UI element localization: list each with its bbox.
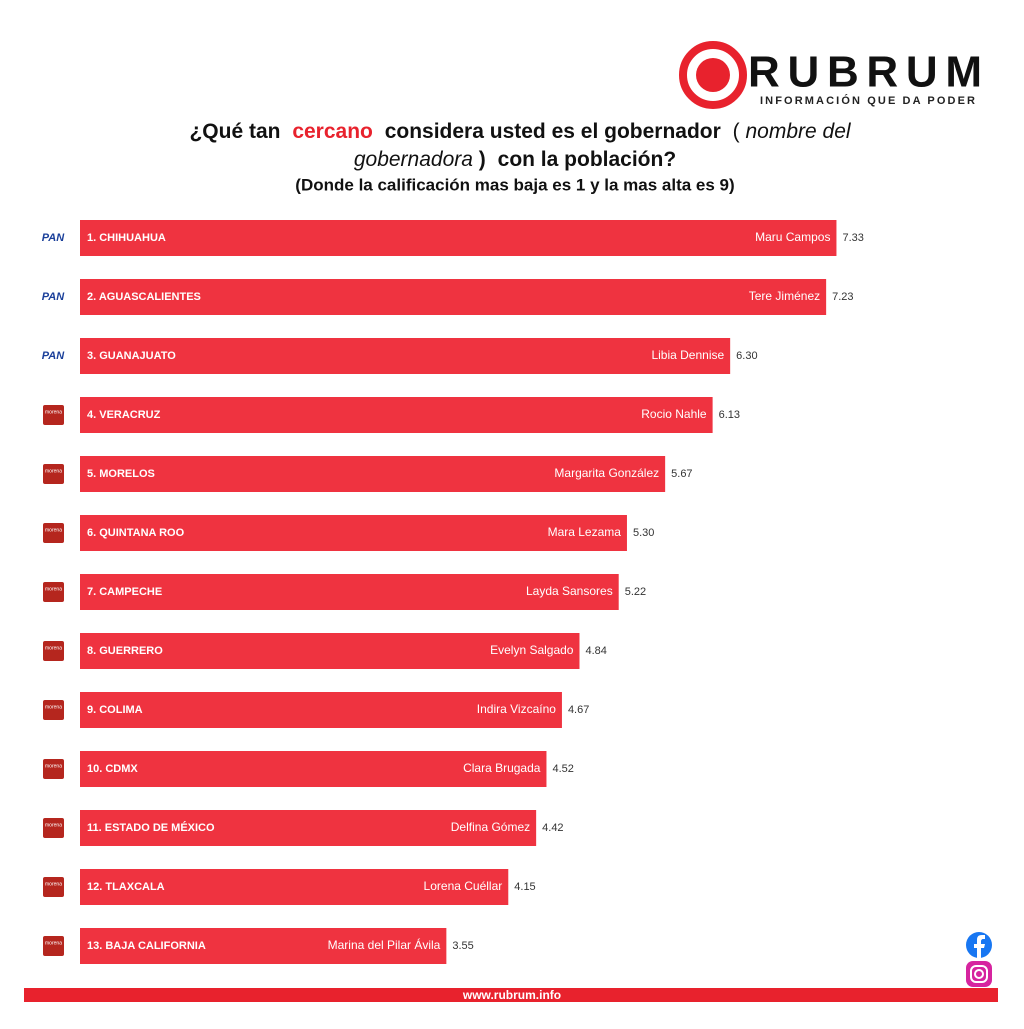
value-label: 4.52	[552, 763, 573, 775]
bar	[80, 810, 537, 846]
value-label: 4.15	[514, 881, 535, 893]
instagram-glyph	[974, 969, 984, 979]
title-part: considera usted es el gobernador	[385, 120, 721, 143]
bar	[80, 869, 509, 905]
value-label: 4.84	[585, 645, 606, 657]
value-label: 3.55	[452, 940, 473, 952]
plot: PAN 1. CHIHUAHUA Maru Campos 7.33 PAN 2. AGUA…	[42, 220, 864, 964]
bar	[80, 928, 447, 964]
bar	[80, 279, 827, 315]
party-logo-box	[43, 936, 64, 956]
category-label: 1. CHIHUAHUA	[87, 232, 166, 244]
value-label: 4.67	[568, 704, 589, 716]
title-part: con la población?	[498, 148, 677, 171]
governor-name: Clara Brugada	[463, 761, 541, 775]
party-logo-box	[43, 877, 64, 897]
category-label: 2. AGUASCALIENTES	[87, 291, 201, 303]
party-logo: morena	[45, 881, 62, 887]
party-logo: morena	[45, 527, 62, 533]
party-logo: PAN	[42, 350, 65, 362]
party-logo-box	[43, 759, 64, 779]
value-label: 5.67	[671, 468, 692, 480]
value-label: 4.42	[542, 822, 563, 834]
value-label: 7.23	[832, 291, 853, 303]
category-label: 7. CAMPECHE	[87, 586, 162, 598]
governor-name: Mara Lezama	[548, 525, 622, 539]
instagram-icon[interactable]	[966, 961, 992, 987]
instagram-glyph	[970, 965, 988, 983]
party-logo: PAN	[42, 232, 65, 244]
bar	[80, 751, 547, 787]
footer-url[interactable]: www.rubrum.info	[462, 988, 561, 1002]
title-part: ¿Qué tan	[189, 120, 280, 143]
title-note: gobernadora	[354, 148, 473, 171]
value-label: 7.33	[842, 232, 863, 244]
category-label: 9. COLIMA	[87, 704, 143, 716]
governor-name: Indira Vizcaíno	[477, 702, 556, 716]
party-logo-box	[43, 582, 64, 602]
category-label: 8. GUERRERO	[87, 645, 163, 657]
governor-name: Delfina Gómez	[451, 820, 530, 834]
category-label: 10. CDMX	[87, 763, 138, 775]
chart-subtitle: (Donde la calificación mas baja es 1 y l…	[295, 175, 734, 194]
party-logo-box	[43, 464, 64, 484]
footer-bar	[24, 988, 998, 1002]
category-label: 11. ESTADO DE MÉXICO	[87, 821, 215, 834]
governor-name: Lorena Cuéllar	[424, 879, 503, 893]
title-highlight: cercano	[292, 120, 373, 143]
bar	[80, 574, 619, 610]
chart-title: gobernadora ) con la población?	[354, 148, 676, 171]
social-icons	[966, 932, 992, 987]
category-label: 3. GUANAJUATO	[87, 350, 176, 362]
party-logo-box	[43, 641, 64, 661]
governor-name: Libia Dennise	[651, 348, 724, 362]
category-label: 4. VERACRUZ	[87, 409, 161, 421]
chart-title: ¿Qué tan cercano considera usted es el g…	[189, 120, 851, 143]
category-label: 12. TLAXCALA	[87, 881, 165, 893]
title-part: (	[733, 120, 740, 143]
party-logo: morena	[45, 409, 62, 415]
value-label: 6.30	[736, 350, 757, 362]
bar	[80, 338, 731, 374]
party-logo: PAN	[42, 291, 65, 303]
party-logo-box	[43, 818, 64, 838]
party-logo: morena	[45, 586, 62, 592]
bar	[80, 220, 837, 256]
governor-name: Layda Sansores	[526, 584, 613, 598]
governor-name: Maru Campos	[755, 230, 830, 244]
value-label: 5.22	[625, 586, 646, 598]
governor-name: Tere Jiménez	[749, 289, 820, 303]
bar	[80, 456, 666, 492]
bar	[80, 397, 713, 433]
logo-ring	[679, 41, 747, 109]
value-label: 6.13	[719, 409, 740, 421]
party-logo: morena	[45, 468, 62, 474]
category-label: 13. BAJA CALIFORNIA	[87, 940, 206, 952]
party-logo: morena	[45, 763, 62, 769]
party-logo-box	[43, 700, 64, 720]
party-logo: morena	[45, 704, 62, 710]
facebook-glyph	[974, 935, 985, 958]
governor-name: Evelyn Salgado	[490, 643, 574, 657]
logo-dot	[696, 58, 730, 92]
category-label: 5. MORELOS	[87, 468, 155, 480]
party-logo: morena	[45, 822, 62, 828]
party-logo-box	[43, 405, 64, 425]
party-logo-box	[43, 523, 64, 543]
governor-name: Marina del Pilar Ávila	[328, 937, 441, 952]
governor-name: Margarita González	[554, 466, 659, 480]
party-logo: morena	[45, 940, 62, 946]
title-note: nombre del	[745, 120, 851, 143]
bar	[80, 515, 627, 551]
party-logo: morena	[45, 645, 62, 651]
value-label: 5.30	[633, 527, 654, 539]
bar	[80, 633, 580, 669]
brand-tagline: INFORMACIÓN QUE DA PODER	[760, 94, 975, 107]
title-part: )	[479, 148, 486, 171]
category-label: 6. QUINTANA ROO	[87, 527, 185, 539]
bar	[80, 692, 562, 728]
governor-name: Rocio Nahle	[641, 407, 707, 421]
